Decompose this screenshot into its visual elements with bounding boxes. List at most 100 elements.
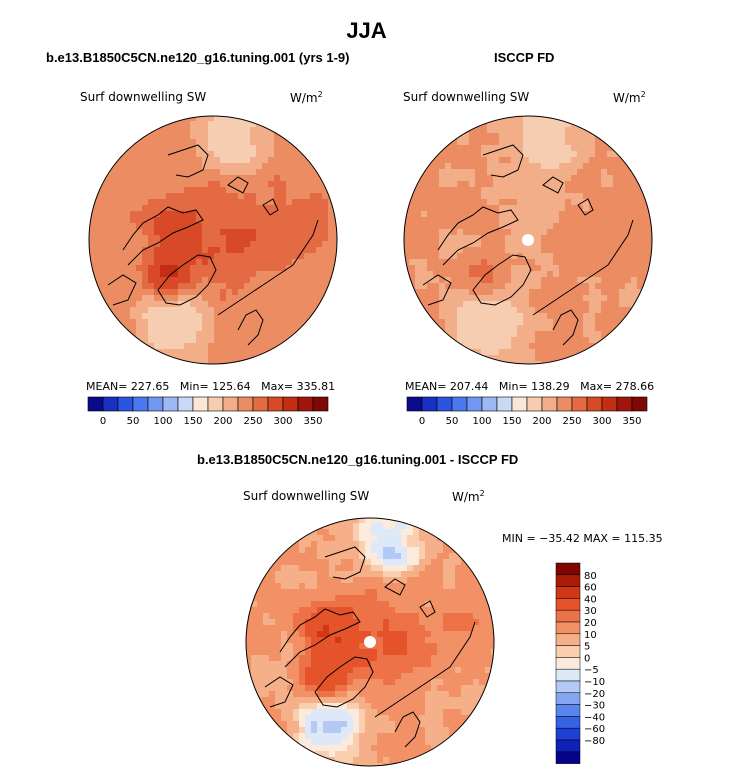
panel1-cell: [298, 235, 305, 242]
panel1-cell: [220, 151, 227, 158]
panel2-cell: [607, 325, 614, 332]
panel3-cell: [455, 613, 462, 620]
panel3-cell: [485, 643, 492, 650]
panel1-cell: [214, 319, 221, 326]
panel3-cell: [353, 763, 360, 766]
panel1-cell: [178, 175, 185, 182]
panel2-cell: [607, 289, 614, 296]
panel3-cell: [389, 589, 396, 596]
panel3-cell: [485, 619, 492, 626]
panel1-cell: [166, 217, 173, 224]
panel1-cell: [196, 229, 203, 236]
panel3-cell: [293, 631, 300, 638]
panel3-cell: [455, 643, 462, 650]
panel1-cell: [154, 313, 161, 320]
panel3-cell: [269, 595, 276, 602]
panel2-cell: [493, 271, 500, 278]
panel3-cell: [305, 649, 312, 656]
panel3-cell: [305, 577, 312, 584]
panel1-cell: [304, 193, 311, 200]
panel2-cell: [451, 277, 458, 284]
panel3-cell: [449, 571, 456, 578]
panel1-cell: [322, 259, 329, 266]
panel1-cell: [232, 325, 239, 332]
panel1-cell: [160, 145, 167, 152]
panel3-cell: [407, 535, 414, 542]
panel2-cell: [475, 139, 482, 146]
panel3-cell: [365, 661, 372, 668]
panel1-cell: [148, 175, 155, 182]
panel1-cell: [148, 277, 155, 284]
panel2-cell: [463, 343, 470, 350]
panel3-cell: [407, 571, 414, 578]
panel1-cell: [100, 193, 107, 200]
panel1-cell: [142, 307, 149, 314]
panel2-cell: [553, 313, 560, 320]
panel3-cell: [395, 685, 402, 692]
panel3-cell: [443, 697, 450, 704]
panel2-cell: [433, 241, 440, 248]
panel3-cell: [377, 655, 384, 662]
panel3-cell: [335, 607, 342, 614]
panel2-cell: [559, 133, 566, 140]
panel2-cell: [529, 193, 536, 200]
panel2-cell: [625, 289, 632, 296]
panel3-cell: [311, 625, 318, 632]
panel1-cell: [118, 265, 125, 272]
panel2-cell: [493, 157, 500, 164]
panel3-cell: [479, 607, 486, 614]
panel1-cell: [142, 313, 149, 320]
panel1-cell: [184, 223, 191, 230]
panel2-cell: [445, 319, 452, 326]
panel2-cell: [625, 211, 632, 218]
panel2-cell: [469, 283, 476, 290]
panel1-cell: [202, 205, 209, 212]
panel3-cell: [359, 637, 366, 644]
panel1-cell: [214, 133, 221, 140]
panel1-cell: [160, 175, 167, 182]
panel3-cell: [275, 631, 282, 638]
panel1-cell: [304, 169, 311, 176]
panel2-cell: [547, 145, 554, 152]
panel2-cell: [619, 277, 626, 284]
panel2-cell: [493, 277, 500, 284]
panel1-cell: [286, 283, 293, 290]
panel1-cell: [274, 259, 281, 266]
panel3-cell: [431, 685, 438, 692]
panel3-cell: [449, 559, 456, 566]
panel2-cell: [433, 163, 440, 170]
panel3-cell: [413, 535, 420, 542]
panel3-cell: [461, 607, 468, 614]
panel1-cell: [268, 175, 275, 182]
panel3-cell: [413, 601, 420, 608]
panel2-cell: [469, 175, 476, 182]
panel3-cell: [461, 703, 468, 710]
panel3-cell: [437, 661, 444, 668]
panel3-cell: [461, 601, 468, 608]
panel3-colorbar-tick: −10: [584, 677, 605, 688]
panel1-cell: [124, 163, 131, 170]
panel2-cell: [535, 253, 542, 260]
panel1-cell: [142, 235, 149, 242]
panel3-cell: [323, 685, 330, 692]
panel1-cell: [154, 211, 161, 218]
panel3-cell: [389, 649, 396, 656]
panel2-cell: [511, 349, 518, 356]
panel1-cell: [238, 289, 245, 296]
panel2-cell: [529, 307, 536, 314]
panel2-cell: [439, 325, 446, 332]
panel2-cell: [469, 331, 476, 338]
panel2-cell: [499, 241, 506, 248]
panel1-cell: [274, 181, 281, 188]
panel2-cell: [625, 157, 632, 164]
panel3-cell: [281, 649, 288, 656]
panel3-cell: [287, 625, 294, 632]
panel3-units-label: W/m2: [452, 489, 485, 504]
panel2-cell: [421, 199, 428, 206]
panel3-cell: [389, 667, 396, 674]
panel3-cell: [371, 553, 378, 560]
panel3-cell: [341, 523, 348, 530]
panel1-cell: [256, 151, 263, 158]
panel1-cell: [94, 235, 101, 242]
panel2-cell: [571, 289, 578, 296]
